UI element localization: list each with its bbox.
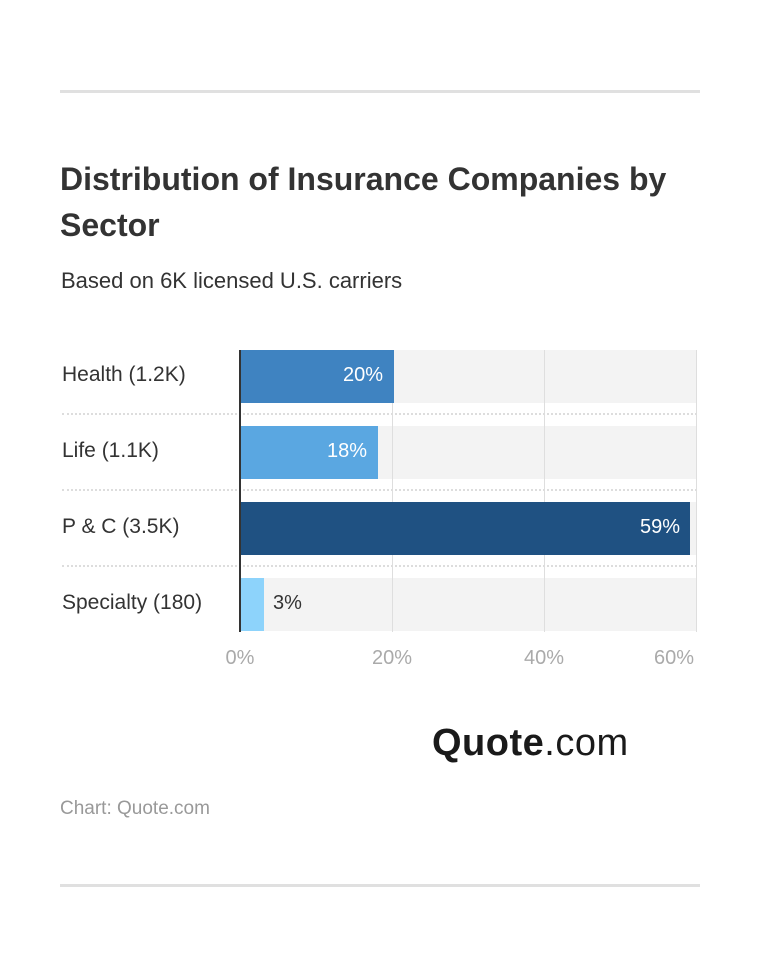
gridline-60	[696, 350, 697, 632]
gridline-20	[392, 350, 393, 632]
category-label-health: Health (1.2K)	[62, 363, 186, 386]
x-tick-0: 0%	[225, 647, 255, 669]
bar-specialty	[240, 578, 264, 631]
value-label-health: 20%	[342, 364, 383, 386]
bottom-divider	[60, 884, 700, 887]
x-tick-40: 40%	[523, 647, 565, 669]
category-label-specialty: Specialty (180)	[62, 591, 203, 614]
logo-light-text: .com	[544, 722, 629, 764]
category-label-life: Life (1.1K)	[62, 439, 159, 462]
bar-track	[240, 578, 697, 631]
logo-bold-text: Quote	[432, 722, 545, 764]
top-divider	[60, 90, 700, 93]
bar-pc	[240, 502, 690, 555]
bar-chart: Health (1.2K) Life (1.1K) P & C (3.5K) S…	[62, 350, 697, 669]
y-axis-line	[239, 350, 241, 632]
value-label-life: 18%	[326, 440, 367, 462]
chart-subtitle: Based on 6K licensed U.S. carriers	[61, 268, 403, 293]
row-separator	[62, 413, 697, 415]
x-tick-20: 20%	[371, 647, 413, 669]
bar-health	[240, 350, 394, 403]
x-tick-60: 60%	[653, 647, 695, 669]
row-separator	[62, 565, 697, 567]
chart-title: Distribution of Insurance Companies by S…	[60, 161, 667, 243]
gridline-40	[544, 350, 545, 632]
bar-life	[240, 426, 378, 479]
chart-source: Chart: Quote.com	[60, 798, 210, 819]
row-separator	[62, 489, 697, 491]
category-label-pc: P & C (3.5K)	[62, 515, 180, 538]
value-label-pc: 59%	[639, 516, 680, 538]
value-label-specialty: 3%	[273, 592, 302, 614]
quote-logo: Quote.com	[432, 722, 629, 765]
